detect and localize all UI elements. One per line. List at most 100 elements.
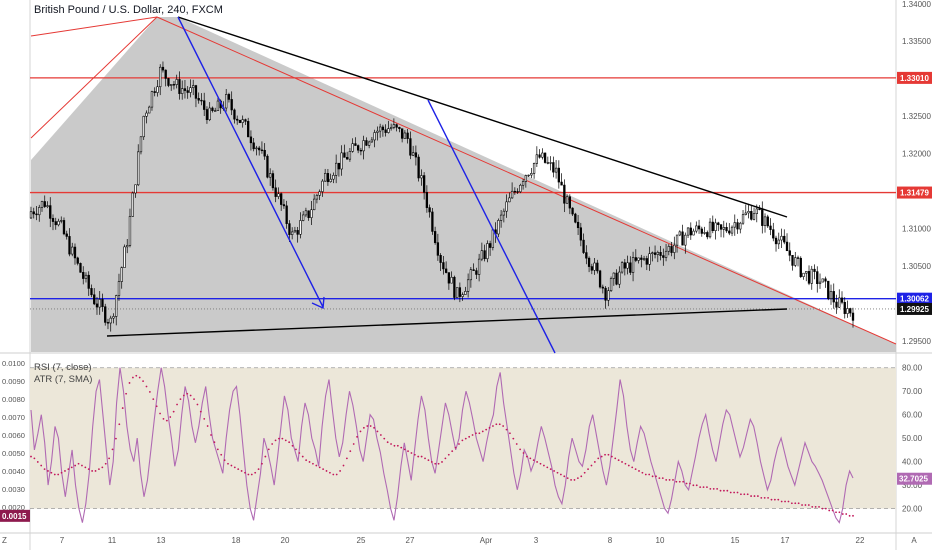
atr-point <box>206 425 209 427</box>
rsi-last-tag <box>897 472 932 485</box>
atr-last-label: 0.0015 <box>2 512 27 521</box>
candle-body <box>205 109 209 121</box>
time-tick-label: 25 <box>357 536 366 545</box>
candle-body <box>736 222 739 230</box>
atr-point <box>498 423 501 426</box>
candle-body <box>192 85 195 88</box>
atr-point <box>593 461 596 463</box>
candle-body <box>400 128 404 139</box>
atr-point <box>250 473 253 476</box>
candle-body <box>618 271 621 285</box>
candle-body <box>252 142 255 150</box>
candle-body <box>750 211 753 220</box>
candle-body <box>115 295 118 317</box>
time-tick-label: Z <box>2 536 7 545</box>
atr-point <box>627 464 630 467</box>
atr-point <box>47 470 49 472</box>
candle-body <box>208 107 211 121</box>
price-tag-label-1: 1.33010 <box>900 74 929 83</box>
candle-body <box>714 222 717 231</box>
atr-point <box>366 425 369 427</box>
candle-body <box>543 152 547 163</box>
atr-point <box>383 437 386 440</box>
price-tick-label: 1.32000 <box>902 150 931 159</box>
candle-body <box>744 212 747 215</box>
atr-point <box>641 471 644 474</box>
candle-body <box>686 227 690 236</box>
atr-point <box>43 468 46 471</box>
candle-body <box>255 147 258 150</box>
candle-body <box>84 274 88 279</box>
atr-point <box>526 455 528 458</box>
candle-body <box>516 191 519 193</box>
atr-point <box>196 403 199 406</box>
atr-point <box>213 441 216 444</box>
price-tick-label: 1.31000 <box>902 224 931 233</box>
candle-body <box>805 271 808 274</box>
candle-body <box>651 252 654 254</box>
candle-body <box>730 226 734 234</box>
candle-body <box>667 246 670 252</box>
time-tick-label: 11 <box>108 536 117 545</box>
candle-body <box>117 281 121 296</box>
candle-body <box>772 229 775 239</box>
time-tick-label: 13 <box>157 536 166 545</box>
atr-point <box>36 461 39 463</box>
candle-body <box>527 174 530 177</box>
atr-point <box>488 426 491 429</box>
candle-body <box>65 233 68 237</box>
candle-body <box>554 167 558 173</box>
candle-body <box>752 213 756 220</box>
atr-point <box>655 475 657 478</box>
atr-point <box>325 470 328 472</box>
candle-body <box>367 141 371 146</box>
atr-point <box>733 491 736 494</box>
atr-point <box>77 462 80 465</box>
atr-point <box>261 462 263 465</box>
candle-body <box>719 224 723 230</box>
atr-point <box>145 385 148 388</box>
candle-body <box>76 257 79 264</box>
candle-body <box>785 241 789 252</box>
atr-tick-label: 0.0050 <box>2 449 25 458</box>
candle-body <box>497 220 500 235</box>
candle-body <box>90 288 93 296</box>
candle-body <box>717 222 720 225</box>
candle-body <box>266 155 269 178</box>
candle-body <box>236 118 239 121</box>
atr-point <box>481 430 484 433</box>
atr-point <box>824 507 827 510</box>
candle-body <box>466 279 470 292</box>
atr-point <box>220 453 223 456</box>
atr-point <box>288 441 291 444</box>
atr-point <box>447 453 450 456</box>
candle-body <box>565 196 569 204</box>
atr-point <box>651 475 654 478</box>
candle-body <box>796 257 800 259</box>
atr-point <box>478 432 481 435</box>
atr-point <box>682 480 685 483</box>
candle-body <box>802 272 805 277</box>
atr-point <box>386 441 389 444</box>
atr-point <box>210 434 212 436</box>
atr-point <box>407 450 409 453</box>
candle-body <box>455 287 459 298</box>
price-tick-label: 1.29500 <box>902 337 931 346</box>
atr-point <box>359 430 362 433</box>
candle-body <box>563 184 566 204</box>
atr-point <box>570 479 572 481</box>
candle-body <box>755 208 758 214</box>
atr-point <box>723 489 725 492</box>
atr-point <box>797 502 800 505</box>
candlestick-series <box>29 61 855 332</box>
candle-body <box>585 252 588 259</box>
rsi-tick-label: 20.00 <box>902 505 923 514</box>
candle-body <box>381 126 385 131</box>
atr-point <box>390 443 392 445</box>
atr-point <box>821 507 824 510</box>
rsi-tick-label: 70.00 <box>902 387 923 396</box>
candle-body <box>444 268 448 273</box>
candle-body <box>689 227 692 236</box>
atr-tick-label: 0.0090 <box>2 377 25 386</box>
